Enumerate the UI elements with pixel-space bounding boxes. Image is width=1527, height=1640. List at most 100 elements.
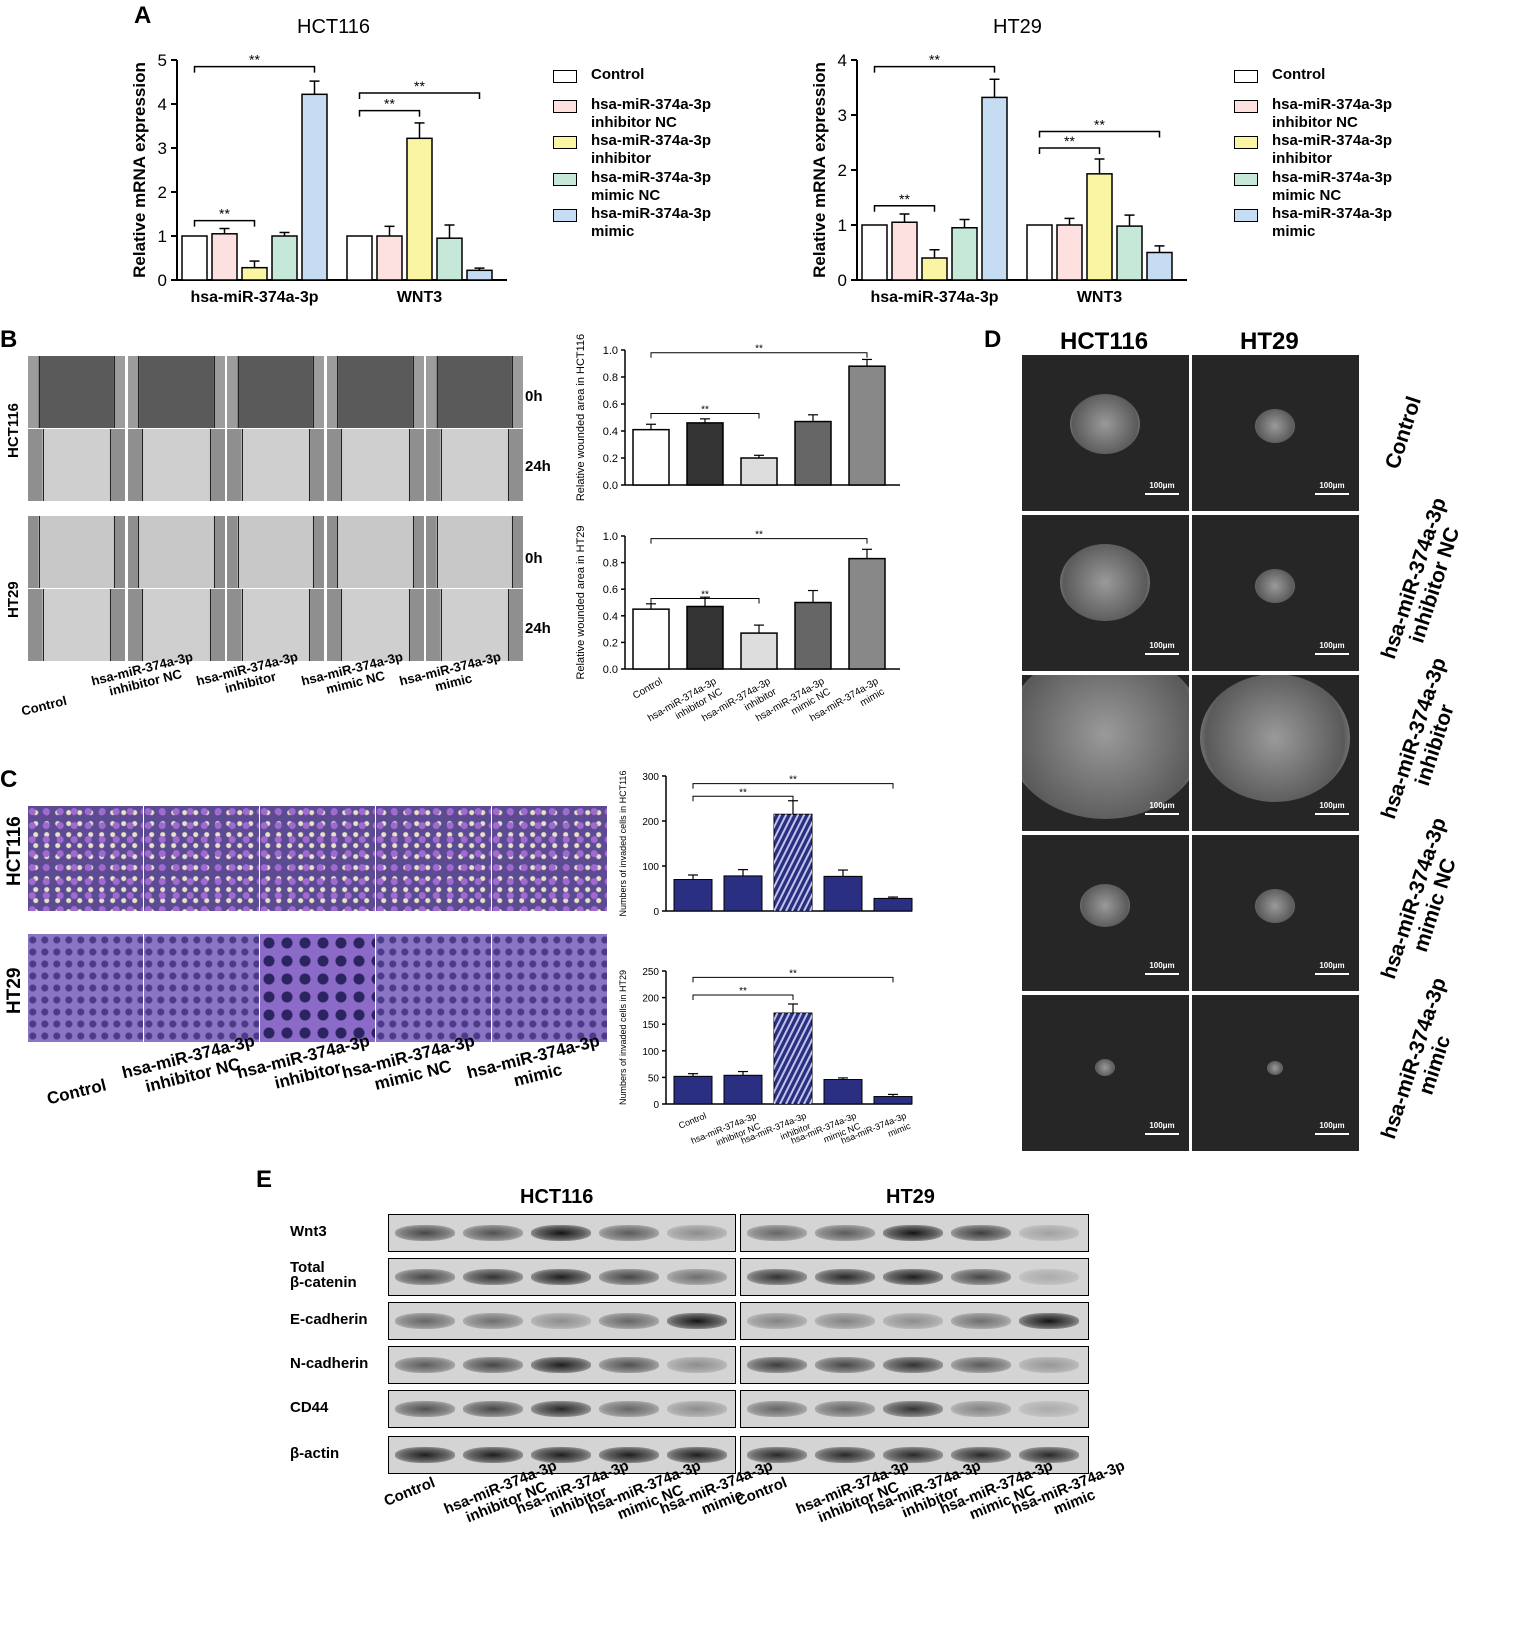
scale-bar: 100μm bbox=[1315, 481, 1349, 503]
bar bbox=[951, 227, 978, 281]
blot-strip bbox=[388, 1302, 736, 1340]
scale-bar: 100μm bbox=[1145, 641, 1179, 663]
y-tick-label: 0.6 bbox=[603, 399, 618, 411]
blot-band bbox=[463, 1401, 523, 1417]
scale-bar-line bbox=[1145, 813, 1179, 815]
invasion-images bbox=[28, 806, 608, 1046]
legend-label-line: Control bbox=[1272, 66, 1326, 83]
significance-bracket bbox=[650, 352, 868, 358]
significance-label: ** bbox=[384, 96, 395, 112]
wound-image bbox=[426, 356, 523, 428]
blot-band bbox=[951, 1269, 1011, 1285]
blot-band bbox=[395, 1357, 455, 1373]
legend-item: hsa-miR-374a-3p mimic bbox=[1234, 205, 1392, 241]
legend-swatch bbox=[553, 209, 577, 222]
y-tick-label: 4 bbox=[838, 51, 847, 70]
bar bbox=[632, 608, 670, 670]
scale-bar-label: 100μm bbox=[1149, 641, 1175, 650]
bar-hatch bbox=[774, 1025, 812, 1104]
legend-label: hsa-miR-374a-3p inhibitor NC bbox=[1272, 96, 1392, 132]
legend-label: hsa-miR-374a-3p inhibitor bbox=[1272, 132, 1392, 168]
wound-edge-line bbox=[42, 589, 44, 661]
wound-image bbox=[227, 516, 324, 588]
blot-band bbox=[1019, 1357, 1079, 1373]
wound-image bbox=[326, 589, 424, 661]
scale-bar-line bbox=[1145, 973, 1179, 975]
scale-bar-label: 100μm bbox=[1319, 961, 1345, 970]
y-tick-label: 2 bbox=[838, 161, 847, 180]
legend-label-line: mimic NC bbox=[1272, 187, 1342, 204]
row-label-d: hsa-miR-374a-3p inhibitor bbox=[1377, 655, 1472, 828]
significance-label: ** bbox=[249, 52, 260, 68]
wound-edge-line bbox=[114, 516, 116, 588]
significance-label: ** bbox=[414, 78, 425, 94]
chart-b-ht29: 0.0 0.2 0.4 0.6 0.8 1.0 Relative wounded area … bbox=[575, 525, 900, 724]
wound-edge-line bbox=[341, 429, 343, 501]
blot-band bbox=[667, 1269, 727, 1285]
legend-item: hsa-miR-374a-3p mimic NC bbox=[553, 169, 711, 205]
wound-edge-line bbox=[436, 516, 438, 588]
y-axis-title: Relative mRNA expression bbox=[130, 62, 149, 278]
bar-hatch bbox=[858, 1013, 903, 1104]
row-label-b-ht29: HT29 bbox=[5, 581, 22, 618]
wound-edge-line bbox=[241, 429, 243, 501]
blot-band bbox=[883, 1401, 943, 1417]
blot-strip bbox=[740, 1346, 1089, 1384]
wound-edge-line bbox=[337, 356, 339, 428]
legend-item: hsa-miR-374a-3p mimic NC bbox=[1234, 169, 1392, 205]
chart-a-ht29: 0 1 2 3 4 Relative mRNA expression hsa-miR-374… bbox=[810, 51, 1187, 306]
significance-bracket bbox=[650, 412, 760, 419]
bar-hatch bbox=[774, 820, 812, 902]
bar bbox=[406, 137, 433, 281]
bar-hatch bbox=[888, 1013, 920, 1104]
bar-hatch bbox=[774, 814, 800, 866]
chart-title-ht29: HT29 bbox=[993, 16, 1042, 38]
scale-bar-line bbox=[1315, 1133, 1349, 1135]
bar bbox=[723, 1074, 763, 1105]
y-tick-label: 2 bbox=[158, 183, 167, 202]
x-category-label: WNT3 bbox=[397, 289, 442, 306]
bar bbox=[861, 224, 888, 281]
wound-image bbox=[28, 516, 125, 588]
wound-edge-line bbox=[142, 589, 144, 661]
blot-band bbox=[1019, 1269, 1079, 1285]
y-tick-label: 3 bbox=[158, 139, 167, 158]
x-tick-label: Control bbox=[677, 1111, 708, 1131]
scale-bar-line bbox=[1315, 973, 1349, 975]
wound-edge-line bbox=[213, 356, 215, 428]
wound-edge-line bbox=[213, 516, 215, 588]
blot-band bbox=[599, 1225, 659, 1241]
blot-band bbox=[531, 1269, 591, 1285]
invasion-image bbox=[376, 934, 491, 1042]
wound-edge-line bbox=[209, 589, 211, 661]
blot-band bbox=[815, 1447, 875, 1463]
blot-band bbox=[667, 1313, 727, 1329]
sphere bbox=[1022, 675, 1189, 819]
protein-label: β-actin bbox=[290, 1446, 339, 1461]
significance-label: ** bbox=[755, 344, 763, 355]
significance-bracket bbox=[650, 538, 868, 544]
time-label-b-1: 0h bbox=[525, 388, 543, 405]
invasion-image bbox=[260, 934, 375, 1042]
bar bbox=[632, 428, 670, 486]
significance-label: ** bbox=[789, 968, 797, 979]
significance-label: ** bbox=[701, 590, 709, 601]
bar bbox=[1116, 225, 1143, 281]
blot-band bbox=[747, 1357, 807, 1373]
significance-bracket bbox=[873, 205, 936, 212]
legend-swatch bbox=[1234, 70, 1258, 83]
wound-image bbox=[127, 429, 225, 501]
blot-band bbox=[463, 1313, 523, 1329]
bar-hatch bbox=[791, 1061, 812, 1104]
scale-bar: 100μm bbox=[1145, 961, 1179, 983]
blot-band bbox=[951, 1225, 1011, 1241]
bar bbox=[1056, 224, 1083, 281]
y-tick-label: 0.4 bbox=[603, 611, 618, 623]
wound-edge-line bbox=[313, 516, 315, 588]
wound-image bbox=[28, 589, 125, 661]
legend-label: hsa-miR-374a-3p mimic bbox=[1272, 205, 1392, 241]
scale-bar: 100μm bbox=[1315, 801, 1349, 823]
bar-hatch bbox=[797, 880, 812, 911]
blot-band bbox=[395, 1225, 455, 1241]
bar bbox=[740, 632, 778, 670]
